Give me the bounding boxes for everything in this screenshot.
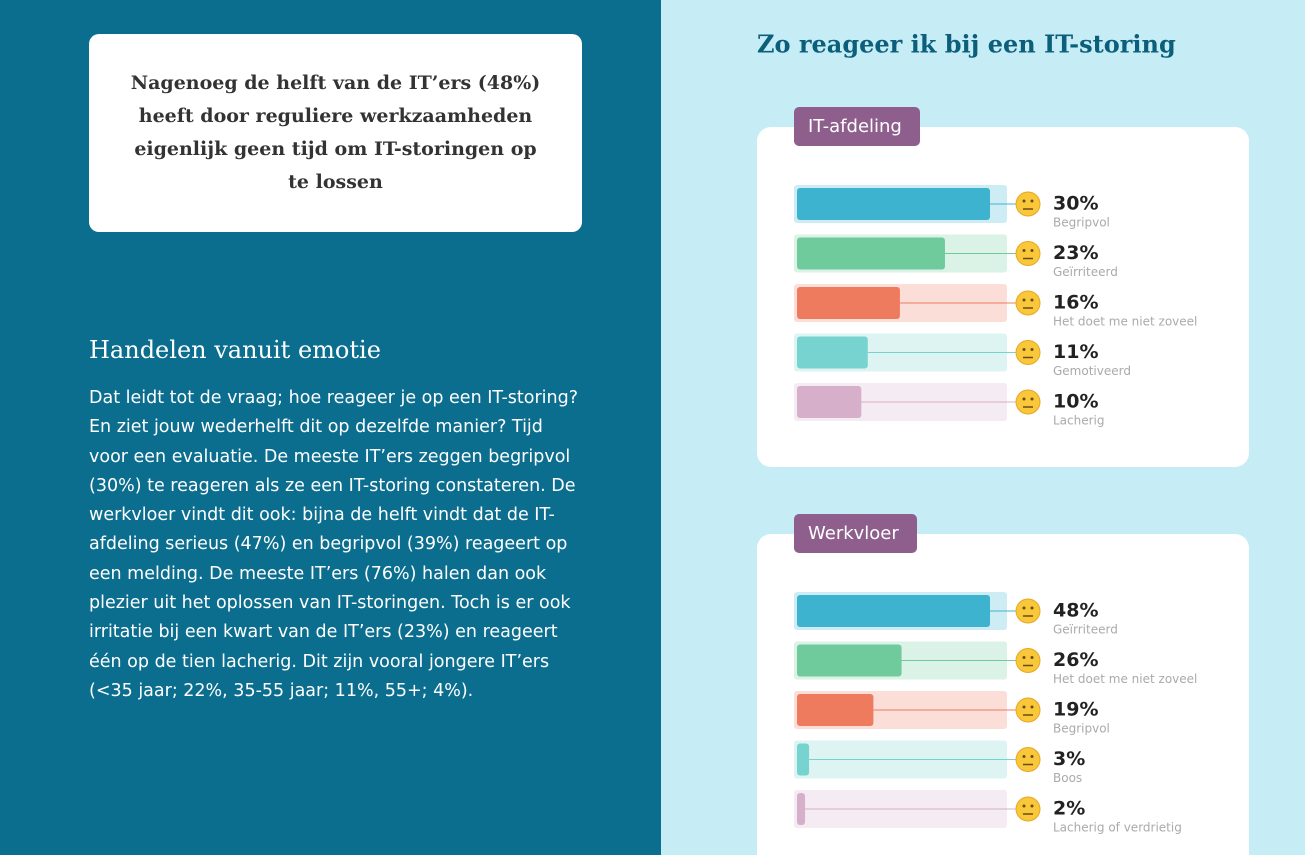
emoji [1015, 340, 1041, 365]
emoji-eye [1022, 656, 1026, 659]
emoji-eye [1030, 606, 1034, 610]
right-panel: Zo reageer ik bij een IT-storing IT-afde… [661, 0, 1305, 855]
emoji [1015, 747, 1041, 772]
emoji-eye [1022, 705, 1026, 709]
value-label: 23% [1053, 242, 1098, 264]
emoji-eye [1030, 298, 1034, 302]
emoji [1015, 796, 1041, 822]
emoji-eye [1030, 348, 1034, 351]
category-label: Boos [1053, 771, 1082, 785]
bar [797, 743, 810, 776]
value-label: 2% [1053, 798, 1085, 820]
body-text: Dat leidt tot de vraag; hoe reageer je o… [89, 388, 579, 701]
tag-label: IT-afdeling [808, 116, 902, 137]
bar [797, 386, 862, 418]
value-label: 10% [1053, 391, 1098, 413]
callout: Nagenoeg de helft van de IT’ers (48%) he… [89, 34, 582, 232]
category-label: Geïrriteerd [1053, 265, 1118, 279]
bar [797, 188, 990, 220]
tag [794, 107, 920, 146]
bar [797, 793, 806, 825]
emoji-eye [1030, 656, 1034, 659]
bar [797, 336, 868, 369]
value-label: 30% [1053, 193, 1098, 215]
heading: Handelen vanuit emotie [89, 336, 381, 364]
callout-text: Nagenoeg de helft van de IT’ers (48%) he… [130, 72, 541, 193]
tag [794, 514, 917, 553]
emoji [1015, 290, 1041, 316]
emoji-eye [1022, 606, 1026, 610]
category-label: Geïrriteerd [1053, 623, 1118, 637]
emoji-eye [1022, 298, 1026, 302]
emoji [1015, 648, 1041, 673]
value-label: 19% [1053, 699, 1098, 721]
bar [797, 287, 900, 319]
tag-label: Werkvloer [808, 523, 899, 544]
bar [797, 694, 874, 726]
emoji-eye [1030, 199, 1034, 203]
category-label: Begripvol [1053, 216, 1110, 230]
category-label: Lacherig [1053, 414, 1105, 428]
emoji [1015, 191, 1041, 217]
emoji-eye [1022, 348, 1026, 351]
category-label: Lacherig of verdrietig [1053, 821, 1182, 835]
emoji-eye [1022, 249, 1026, 252]
right-title: Zo reageer ik bij een IT-storing [757, 30, 1176, 59]
emoji-eye [1022, 804, 1026, 808]
value-label: 3% [1053, 748, 1085, 770]
emoji-eye [1030, 804, 1034, 808]
value-label: 48% [1053, 600, 1098, 622]
value-label: 16% [1053, 292, 1098, 314]
category-label: Begripvol [1053, 722, 1110, 736]
emoji-eye [1030, 755, 1034, 758]
value-label: 26% [1053, 649, 1098, 671]
emoji-eye [1022, 199, 1026, 203]
category-label: Het doet me niet zoveel [1053, 315, 1197, 329]
emoji [1015, 241, 1041, 266]
category-label: Het doet me niet zoveel [1053, 672, 1197, 686]
bar [797, 644, 902, 677]
emoji-eye [1030, 397, 1034, 401]
value-label: 11% [1053, 341, 1098, 363]
emoji [1015, 389, 1041, 415]
emoji [1015, 697, 1041, 723]
left-panel: Nagenoeg de helft van de IT’ers (48%) he… [0, 0, 661, 855]
emoji [1015, 598, 1041, 624]
emoji-eye [1022, 755, 1026, 758]
bar [797, 237, 945, 270]
category-label: Gemotiveerd [1053, 364, 1131, 378]
emoji-eye [1022, 397, 1026, 401]
bar [797, 595, 990, 627]
emoji-eye [1030, 705, 1034, 709]
emoji-eye [1030, 249, 1034, 252]
